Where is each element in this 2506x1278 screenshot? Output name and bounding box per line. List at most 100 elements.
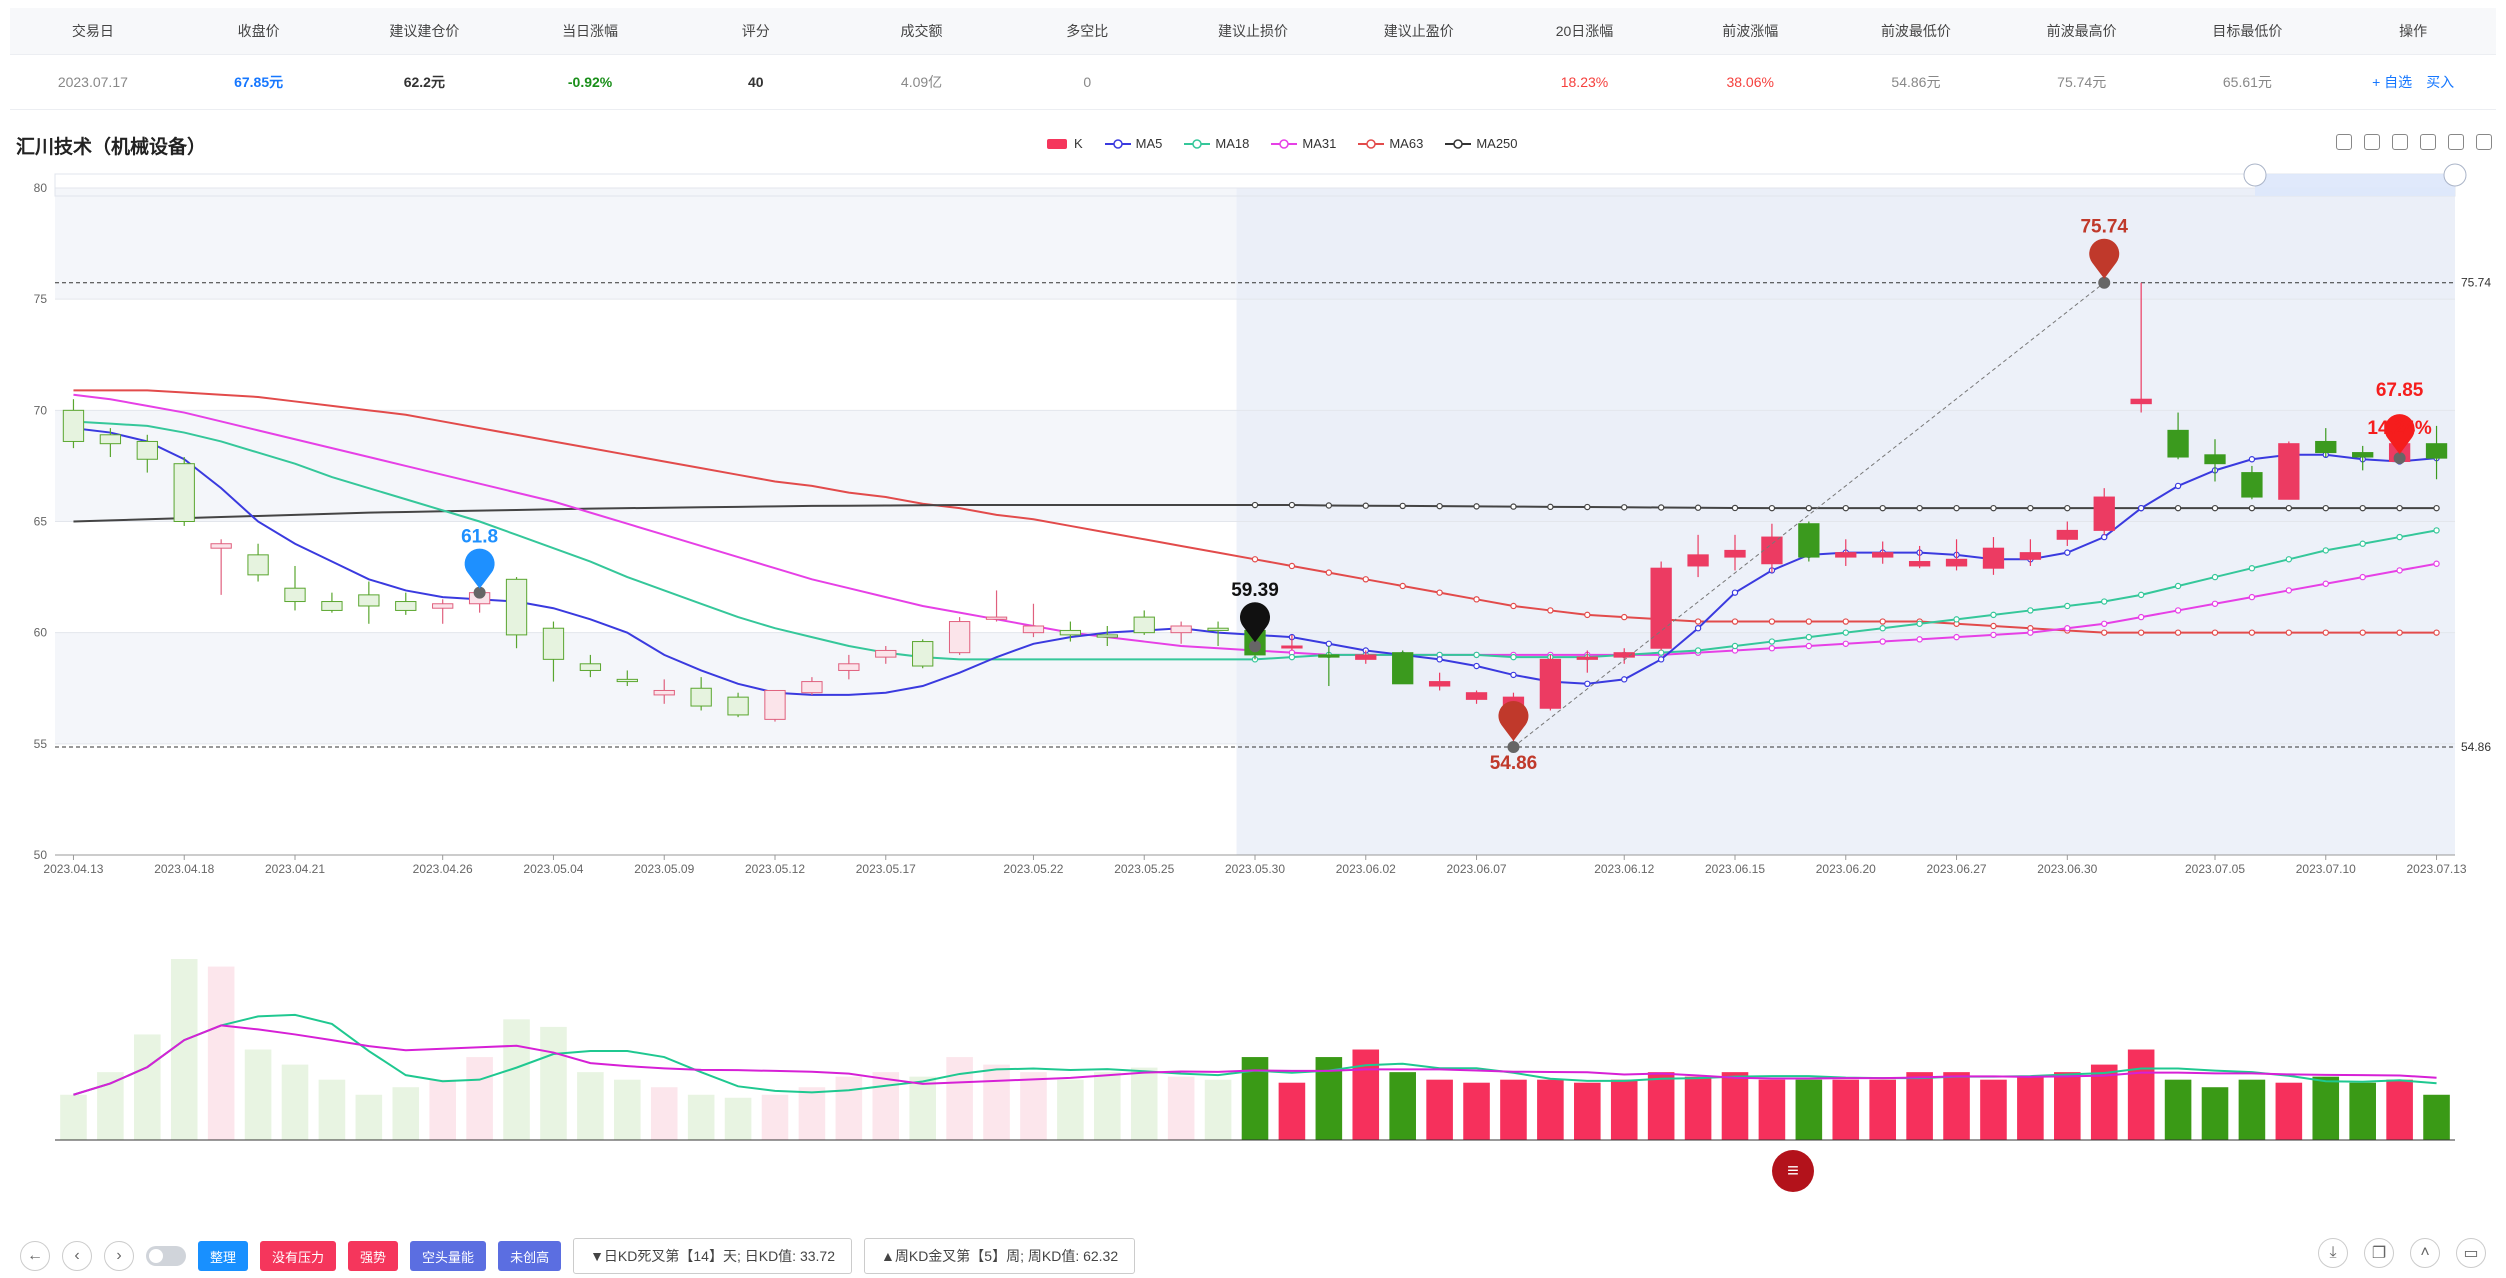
candle-body — [542, 627, 565, 660]
download-icon[interactable] — [2476, 134, 2492, 150]
volume-bar — [2238, 1079, 2266, 1140]
ma63-line-point — [2322, 629, 2329, 636]
ma63-line-point — [1842, 618, 1849, 625]
next-icon[interactable]: › — [104, 1241, 134, 1271]
trend-line — [1513, 282, 2105, 748]
volume-bar — [1020, 1072, 1047, 1140]
volume-bar — [650, 1087, 678, 1140]
ma250-line-point — [1990, 504, 1997, 512]
ma5-line-point — [2064, 549, 2071, 556]
header-cell: 目标最低价 — [2212, 23, 2283, 39]
zoom-reset-icon[interactable] — [2392, 134, 2408, 150]
y-tick-label: 65 — [34, 515, 48, 529]
add-watchlist-button[interactable]: + 自选 — [2372, 74, 2413, 90]
volume-bar — [2054, 1072, 2081, 1140]
ma63-line-point — [1879, 618, 1886, 625]
ma18-line-point — [1288, 653, 1296, 661]
ma31-line-point — [2248, 593, 2256, 601]
candle-body — [1207, 627, 1229, 631]
tag-strong[interactable]: 强势 — [348, 1241, 399, 1271]
volume-bar — [392, 1087, 420, 1140]
candle-body — [2019, 552, 2042, 560]
cell-target-low: 65.61元 — [2222, 74, 2272, 90]
cell-actions: + 自选 买入 — [2330, 55, 2496, 109]
ma63-line-point — [2101, 629, 2108, 636]
candle-body — [1872, 552, 1894, 558]
legend-item-ma63[interactable]: MA63 — [1358, 136, 1423, 151]
y-tick-label: 80 — [34, 181, 48, 195]
back-icon[interactable]: ← — [20, 1241, 50, 1271]
ma18-line-point — [2433, 527, 2440, 534]
volume-bar — [429, 1079, 456, 1140]
ma5-line-point — [1510, 671, 1517, 679]
candle-body — [99, 434, 122, 445]
zoom-icon[interactable] — [2364, 134, 2380, 150]
menu-icon[interactable]: ≡ — [1772, 1150, 1814, 1192]
ma18-line-point — [1510, 653, 1517, 661]
tag-bear-volume[interactable]: 空头量能 — [410, 1241, 487, 1271]
ma250-line-point — [1621, 504, 1628, 511]
volume-bar — [2164, 1079, 2192, 1140]
legend-item-k[interactable]: K — [1045, 136, 1083, 151]
ma31-line-point — [1842, 640, 1849, 647]
restore-icon[interactable] — [2420, 134, 2436, 150]
volume-bar — [2017, 1076, 2044, 1140]
fullscreen-icon[interactable] — [2448, 134, 2464, 150]
ma31-line-point — [2285, 587, 2293, 594]
ma63-line-point — [1473, 596, 1480, 603]
volume-bar — [2127, 1049, 2155, 1140]
candle-body — [1059, 629, 1082, 636]
prev-icon[interactable]: ‹ — [62, 1241, 92, 1271]
tag-no-pressure[interactable]: 没有压力 — [260, 1241, 337, 1271]
y-tick-label: 70 — [34, 403, 48, 417]
candle-body — [136, 440, 158, 460]
ma63-line-point — [2433, 629, 2440, 636]
x-tick-label: 2023.05.30 — [1225, 862, 1285, 876]
buy-button[interactable]: 买入 — [2426, 74, 2455, 90]
ma31-line-point — [2174, 607, 2182, 614]
ma250-line-point — [1325, 502, 1333, 509]
pin-marker — [464, 548, 495, 589]
tag-no-new-high[interactable]: 未创高 — [498, 1241, 562, 1271]
refresh-icon[interactable] — [2336, 134, 2352, 150]
copy-icon[interactable]: ❐ — [2364, 1238, 2394, 1268]
chart-toolbar — [2336, 134, 2492, 150]
ma5-line-point — [2174, 482, 2182, 490]
ma31-line-point — [1953, 633, 1960, 641]
legend-item-ma5[interactable]: MA5 — [1104, 136, 1163, 151]
legend-item-ma31[interactable]: MA31 — [1271, 136, 1336, 151]
tag-consolidate[interactable]: 整理 — [198, 1241, 249, 1271]
ma5-line-point — [1694, 625, 1702, 632]
toggle-switch[interactable] — [146, 1246, 186, 1266]
ma31-line-point — [1990, 631, 1997, 639]
ma18-line-point — [2359, 540, 2366, 547]
ma18-line-point — [1731, 642, 1739, 650]
candle-body — [1650, 567, 1672, 649]
ma18-line-point — [2064, 602, 2071, 610]
scroll-up-icon[interactable]: ˄ — [2410, 1238, 2440, 1268]
volume-bar — [1463, 1082, 1490, 1140]
ma31-line-point — [1768, 645, 1776, 652]
candle-body — [2425, 443, 2448, 459]
legend-item-ma250[interactable]: MA250 — [1445, 136, 1518, 151]
y-tick-label: 55 — [34, 737, 48, 751]
ma250-line-point — [1916, 504, 1923, 512]
candle-body — [801, 681, 823, 694]
legend-item-ma18[interactable]: MA18 — [1184, 136, 1249, 151]
volume-bar — [1426, 1079, 1453, 1140]
legend-label: MA18 — [1215, 136, 1250, 151]
volume-bar — [318, 1079, 346, 1140]
y-tick-label: 75 — [34, 292, 48, 306]
cell-long-short: 0 — [1083, 74, 1092, 90]
legend-label: MA5 — [1135, 136, 1163, 151]
annotation-label: 14.24% — [2367, 418, 2432, 439]
ma63-line-point — [1325, 569, 1333, 576]
candle-body — [1465, 692, 1488, 700]
screen-icon[interactable]: ▭ — [2456, 1238, 2486, 1268]
ma31-line-point — [2101, 620, 2108, 627]
cell-wave-low: 54.86元 — [1891, 74, 1941, 90]
annotation-label: 54.86 — [1490, 753, 1538, 774]
ma63-line-point — [1805, 618, 1813, 625]
download-icon[interactable]: ⤓ — [2318, 1238, 2348, 1268]
ma63-line-point — [2211, 629, 2219, 636]
